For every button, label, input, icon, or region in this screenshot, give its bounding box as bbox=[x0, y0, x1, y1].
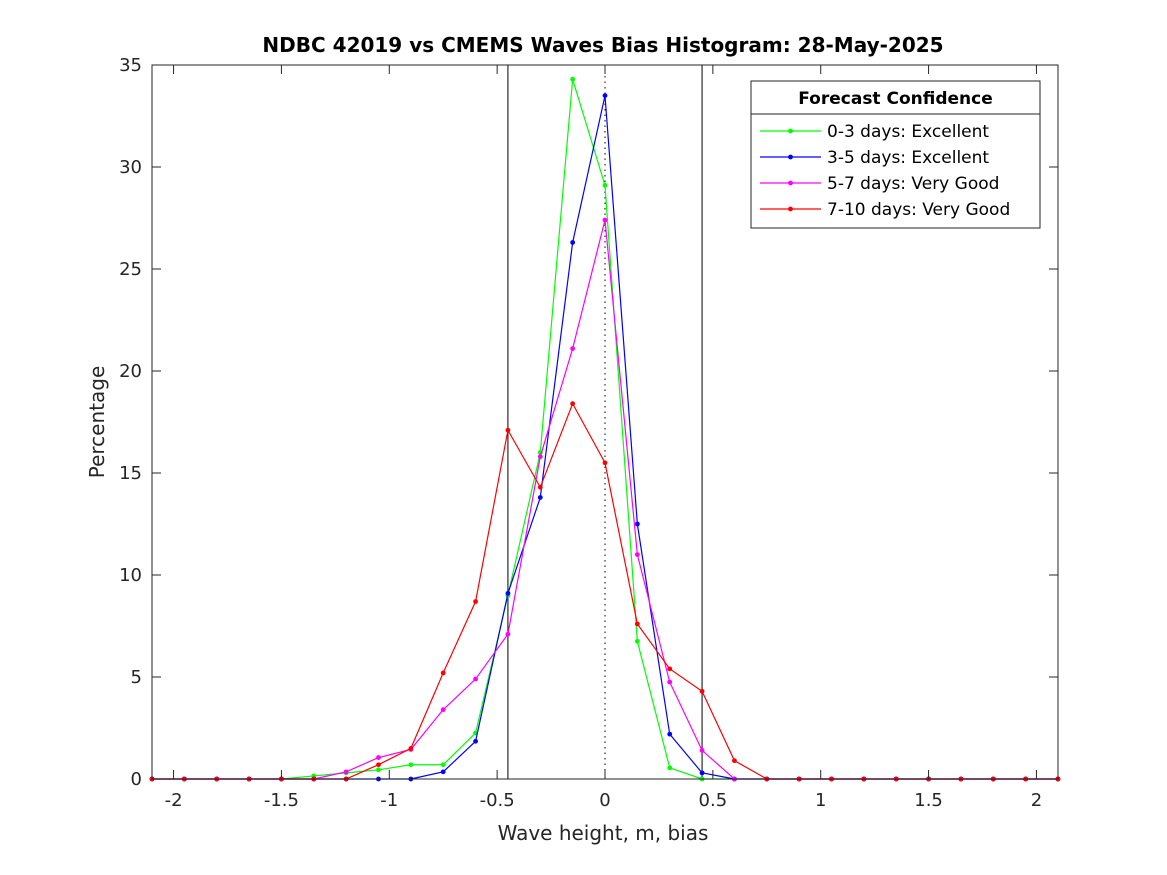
data-point-s3-18 bbox=[732, 758, 737, 764]
data-point-s3-14 bbox=[602, 460, 608, 466]
legend-entry-2: 5-7 days: Very Good bbox=[827, 174, 999, 194]
data-point-s1-16 bbox=[667, 731, 673, 737]
x-tick-label: -1 bbox=[380, 790, 398, 811]
y-tick-label: 30 bbox=[119, 157, 142, 178]
x-tick-label: 0 bbox=[599, 790, 610, 811]
data-point-s2-14 bbox=[602, 217, 608, 223]
data-point-s1-12 bbox=[537, 495, 543, 500]
legend-marker-3 bbox=[788, 206, 793, 212]
data-point-s2-17 bbox=[699, 748, 705, 753]
data-point-s1-14 bbox=[602, 93, 608, 98]
x-tick-label: 1.5 bbox=[914, 790, 943, 811]
data-point-s2-6 bbox=[343, 769, 349, 775]
legend-title: Forecast Confidence bbox=[798, 89, 993, 109]
x-tick-label: -0.5 bbox=[480, 790, 515, 811]
data-point-s2-10 bbox=[473, 676, 478, 682]
y-tick-label: 20 bbox=[119, 361, 142, 382]
data-point-s1-10 bbox=[473, 738, 478, 744]
data-point-s3-10 bbox=[473, 599, 478, 604]
data-point-s0-8 bbox=[408, 762, 414, 768]
data-point-s3-9 bbox=[440, 670, 446, 676]
data-point-s3-7 bbox=[376, 762, 381, 768]
data-point-s0-14 bbox=[602, 182, 608, 188]
legend-entry-3: 7-10 days: Very Good bbox=[827, 200, 1010, 220]
x-tick-label: -1.5 bbox=[264, 790, 299, 811]
data-point-s3-15 bbox=[634, 621, 640, 627]
data-point-s3-13 bbox=[570, 401, 576, 407]
data-point-s3-8 bbox=[408, 746, 414, 751]
legend-entry-0: 0-3 days: Excellent bbox=[827, 122, 989, 142]
y-axis-label: Percentage bbox=[85, 366, 109, 479]
data-point-s3-16 bbox=[667, 666, 673, 672]
data-point-s3-12 bbox=[537, 484, 543, 490]
y-tick-label: 15 bbox=[119, 463, 142, 484]
legend-marker-2 bbox=[788, 180, 793, 186]
data-point-s2-9 bbox=[440, 707, 446, 713]
data-point-s1-15 bbox=[634, 521, 640, 527]
x-tick-label: 1 bbox=[815, 790, 826, 811]
legend-marker-0 bbox=[788, 128, 793, 134]
x-tick-label: -2 bbox=[165, 790, 183, 811]
legend-marker-1 bbox=[788, 154, 793, 160]
data-point-s0-15 bbox=[634, 638, 640, 644]
data-point-s1-13 bbox=[570, 240, 576, 245]
x-tick-label: 0.5 bbox=[699, 790, 728, 811]
data-point-s2-15 bbox=[634, 552, 640, 557]
data-point-s2-11 bbox=[505, 631, 511, 637]
data-point-s1-9 bbox=[440, 769, 446, 775]
legend-entry-1: 3-5 days: Excellent bbox=[827, 148, 989, 168]
legend: Forecast Confidence 0-3 days: Excellent 3-… bbox=[750, 80, 1041, 229]
data-point-s2-7 bbox=[376, 755, 381, 760]
y-tick-label: 35 bbox=[119, 55, 142, 76]
data-point-s3-17 bbox=[699, 688, 705, 694]
y-tick-label: 0 bbox=[131, 769, 142, 790]
data-point-s0-7 bbox=[376, 767, 381, 773]
data-point-s1-11 bbox=[505, 590, 511, 596]
data-point-s0-13 bbox=[570, 76, 576, 82]
data-point-s0-16 bbox=[667, 765, 673, 771]
data-point-s0-9 bbox=[440, 762, 446, 768]
legend-box bbox=[750, 80, 1041, 229]
y-tick-label: 25 bbox=[119, 259, 142, 280]
data-point-s2-12 bbox=[537, 454, 543, 460]
data-point-s3-11 bbox=[505, 427, 511, 433]
x-axis-label: Wave height, m, bias bbox=[498, 821, 709, 845]
data-point-s1-17 bbox=[699, 770, 705, 776]
x-tick-label: 2 bbox=[1031, 790, 1042, 811]
data-point-s2-16 bbox=[667, 679, 673, 685]
chart-title: NDBC 42019 vs CMEMS Waves Bias Histogram… bbox=[262, 33, 943, 57]
data-point-s2-13 bbox=[570, 346, 576, 351]
y-tick-label: 10 bbox=[119, 565, 142, 586]
y-tick-label: 5 bbox=[131, 667, 142, 688]
